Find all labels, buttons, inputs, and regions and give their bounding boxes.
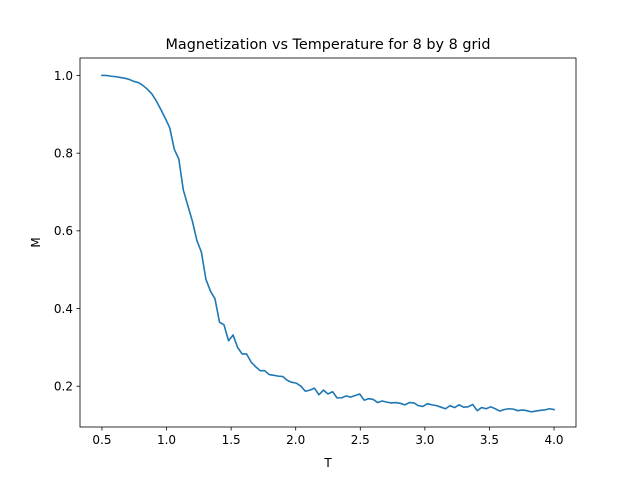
y-tick-label: 0.2 bbox=[54, 380, 73, 394]
x-tick-label: 2.5 bbox=[351, 433, 370, 447]
y-tick-label: 1.0 bbox=[54, 69, 73, 83]
x-tick-label: 1.5 bbox=[222, 433, 241, 447]
x-axis-ticks: 0.5 1.0 1.5 2.0 2.5 3.0 3.5 4.0 bbox=[92, 427, 564, 447]
chart-title: Magnetization vs Temperature for 8 by 8 … bbox=[165, 37, 490, 53]
x-tick-label: 3.5 bbox=[480, 433, 499, 447]
y-axis-label: M bbox=[29, 237, 43, 247]
x-tick-label: 1.0 bbox=[157, 433, 176, 447]
y-axis-ticks: 0.2 0.4 0.6 0.8 1.0 bbox=[54, 69, 80, 394]
y-tick-label: 0.4 bbox=[54, 302, 73, 316]
x-axis-label: T bbox=[323, 456, 332, 470]
x-tick-label: 4.0 bbox=[544, 433, 563, 447]
x-tick-label: 3.0 bbox=[415, 433, 434, 447]
x-tick-label: 0.5 bbox=[92, 433, 111, 447]
y-tick-label: 0.6 bbox=[54, 224, 73, 238]
plot-area bbox=[101, 74, 555, 413]
y-tick-label: 0.8 bbox=[54, 146, 73, 160]
axes-frame bbox=[79, 57, 577, 428]
series-line-0 bbox=[101, 74, 555, 413]
x-tick-label: 2.0 bbox=[286, 433, 305, 447]
